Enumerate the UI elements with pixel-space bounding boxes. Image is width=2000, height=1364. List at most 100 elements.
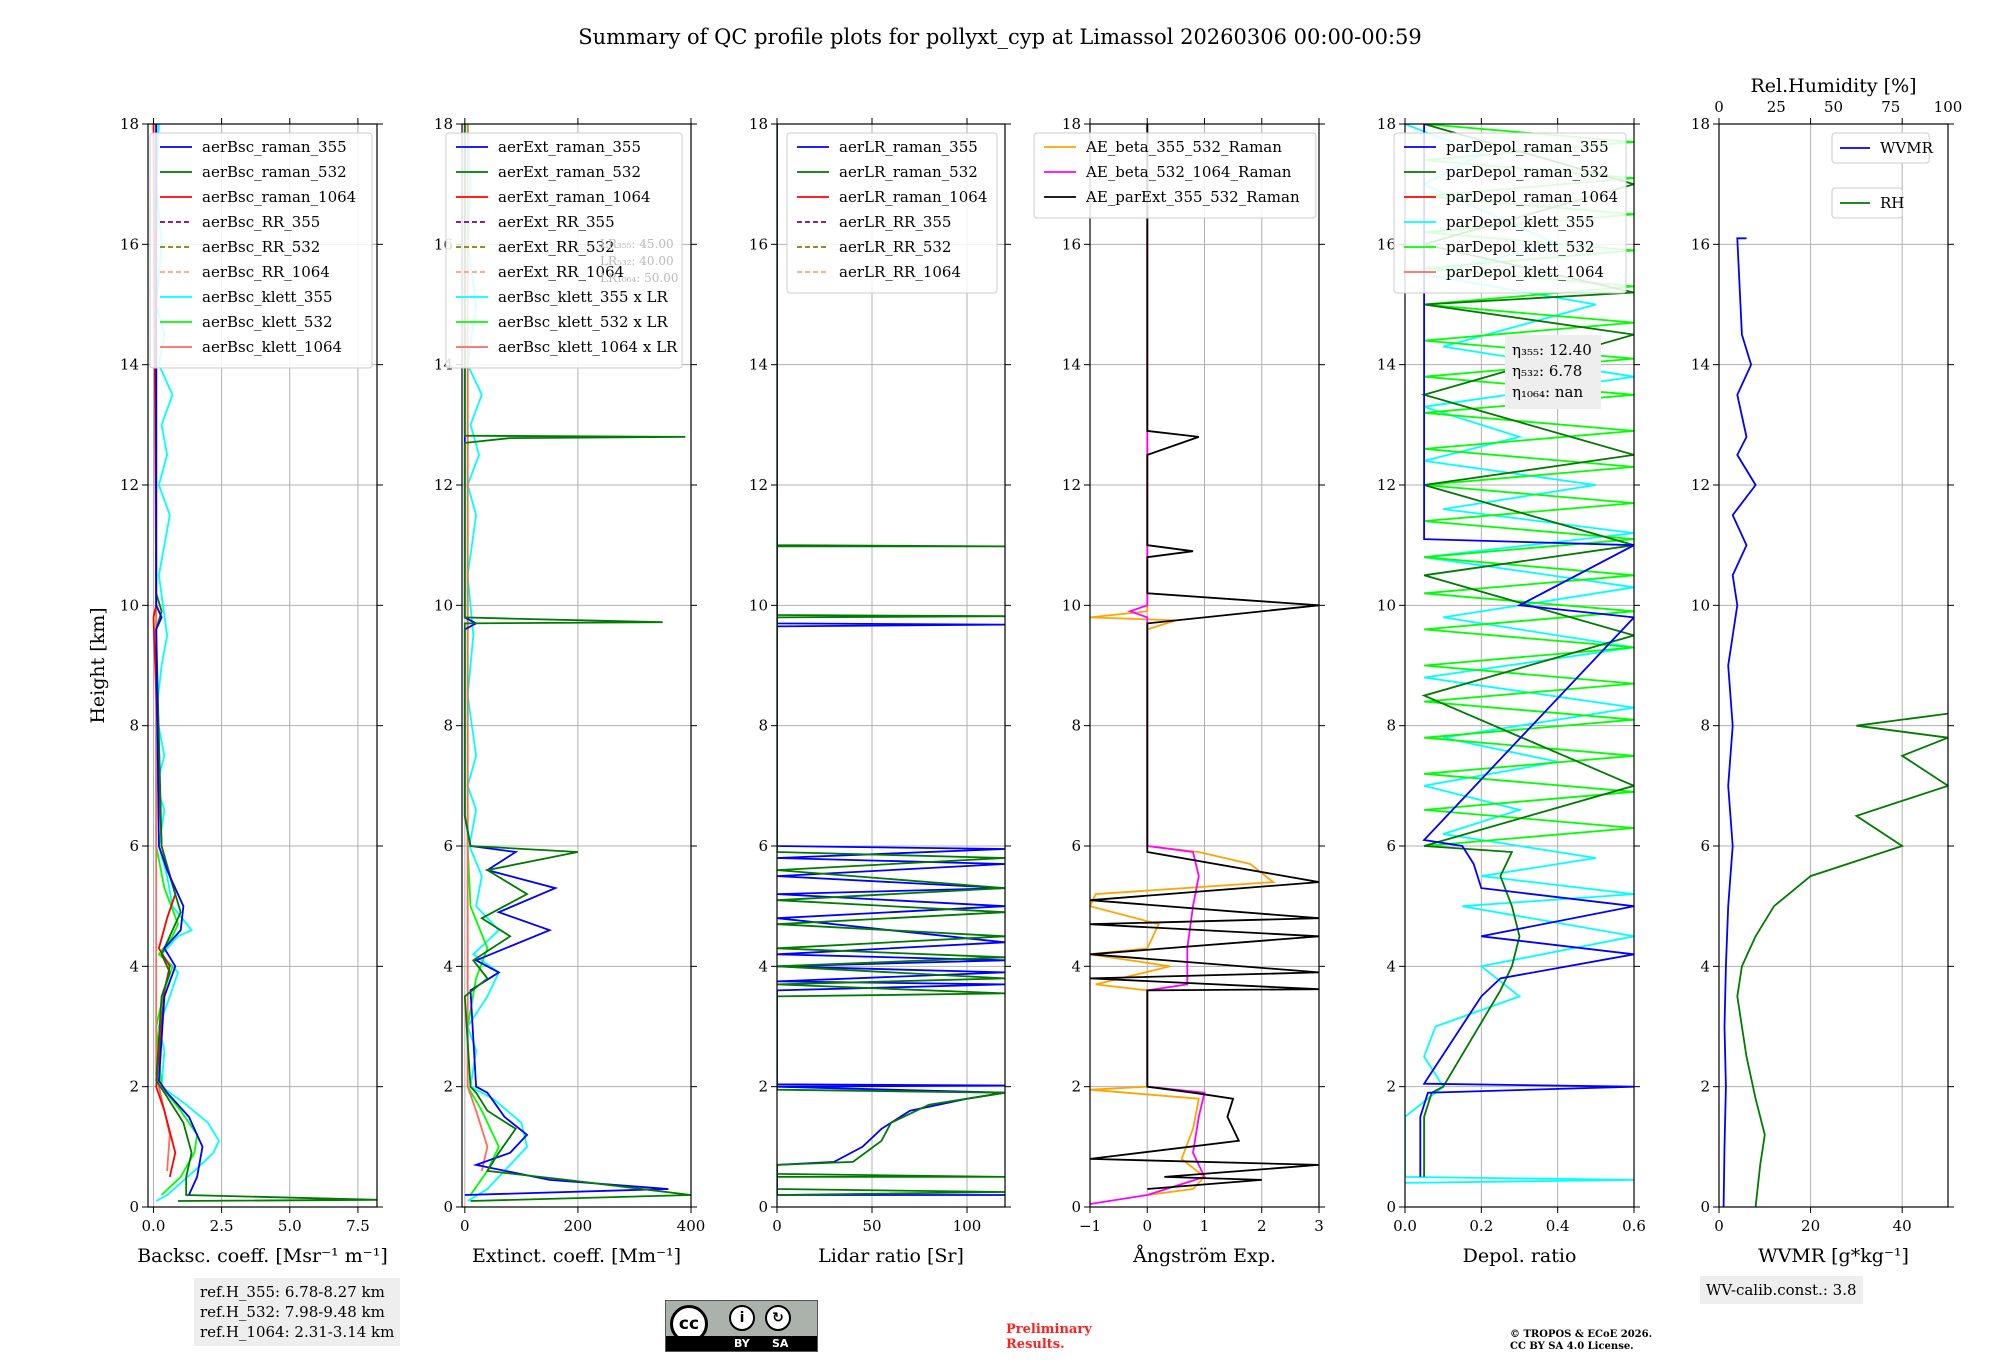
y-tick-label: 10 (434, 596, 453, 614)
series-WVMR (1722, 237, 1757, 1207)
y-tick-label: 2 (758, 1078, 768, 1096)
legend-label: aerLR_RR_1064 (839, 263, 961, 281)
attribution-icon: i (729, 1305, 755, 1331)
legend-label: aerLR_RR_355 (839, 213, 951, 231)
y-tick-label: 10 (120, 596, 139, 614)
y-tick-label: 12 (120, 476, 139, 494)
top-tick-label: 25 (1767, 98, 1786, 116)
series-aerBsc_klett_355 (155, 124, 220, 1202)
x-axis-label: Depol. ratio (1463, 1245, 1577, 1267)
legend-box (786, 132, 998, 294)
y-tick-label: 6 (1071, 837, 1081, 855)
x-tick-label: 2.5 (210, 1217, 234, 1235)
series-aerBsc_klett_1064 x LR (466, 124, 489, 1172)
legend-label: aerBsc_klett_1064 (202, 338, 342, 356)
eta-box (1505, 335, 1601, 409)
y-tick-label: 18 (120, 115, 139, 133)
y-tick-label: 0 (443, 1198, 453, 1216)
legend-label: parDepol_raman_1064 (1446, 188, 1618, 206)
y-tick-label: 18 (434, 115, 453, 133)
y-tick-label: 16 (120, 235, 139, 253)
eta-text: η₃₅₅: 12.40 (1512, 341, 1592, 359)
y-tick-label: 2 (443, 1078, 453, 1096)
y-tick-label: 14 (1377, 356, 1396, 374)
y-tick-label: 14 (749, 356, 768, 374)
y-axis-label: Height [km] (87, 607, 109, 723)
axes-frame (147, 123, 378, 1208)
y-tick-label: 16 (1691, 235, 1710, 253)
series-aerLR_raman_355 (777, 124, 1005, 1196)
lr-note: LR₃₅₅: 45.00 (600, 237, 674, 251)
series-group (777, 124, 1005, 1196)
legend-box (1033, 132, 1317, 219)
legend-label: AE_beta_355_532_Raman (1085, 138, 1282, 156)
series-aerBsc_raman_1064 (152, 124, 177, 1178)
y-tick-label: 12 (749, 476, 768, 494)
lr-note: LR₅₃₂: 40.00 (600, 254, 674, 268)
legend-label: AE_beta_532_1064_Raman (1085, 163, 1292, 181)
top-tick-label: 50 (1824, 98, 1843, 116)
x-tick-label: 0 (460, 1217, 470, 1235)
legend-label: aerBsc_klett_532 (202, 313, 333, 331)
x-tick-label: 0 (1714, 1217, 1724, 1235)
legend-label: aerExt_RR_532 (498, 238, 615, 256)
legend-label: aerBsc_klett_355 (202, 288, 333, 306)
axes-frame (1404, 123, 1635, 1208)
axes-frame (461, 123, 692, 1208)
y-tick-label: 16 (1062, 235, 1081, 253)
panel-bsc: 0.0 2.5 5.0 7.5 0 2 4 6 8 10 12 14 16 18 Backsc. coeff… (87, 115, 388, 1267)
legend-label: aerExt_RR_1064 (498, 263, 624, 281)
x-tick-label: 0.2 (1469, 1217, 1493, 1235)
y-tick-label: 4 (1700, 957, 1710, 975)
x-tick-label: 0 (1142, 1217, 1152, 1235)
y-tick-label: 8 (1071, 717, 1081, 735)
legend-label: aerLR_raman_1064 (839, 188, 987, 206)
y-tick-label: 8 (1700, 717, 1710, 735)
series-AE_beta_355_532_Raman (1090, 124, 1276, 1196)
legend-label: parDepol_klett_355 (1446, 213, 1595, 231)
y-tick-label: 2 (129, 1078, 139, 1096)
panel-depol: 0.0 0.2 0.4 0.6 0 2 4 6 8 10 12 14 16 18 Depol. ratio p… (1377, 115, 1646, 1267)
legend-label: aerBsc_RR_1064 (202, 263, 330, 281)
x-tick-label: 7.5 (346, 1217, 370, 1235)
x-axis-label: Ångström Exp. (1132, 1245, 1276, 1267)
legend-label: aerExt_raman_355 (498, 138, 641, 156)
x-axis-label: Lidar ratio [Sr] (818, 1245, 964, 1267)
series-AE_beta_532_1064_Raman (1090, 124, 1206, 1205)
legend-label: parDepol_klett_1064 (1446, 263, 1604, 281)
x-tick-label: 20 (1801, 1217, 1820, 1235)
refh-355: ref.H_355: 6.78-8.27 km (200, 1283, 385, 1301)
axes-frame (776, 123, 1006, 1208)
series-parDepol_raman_355 (1419, 124, 1634, 1177)
y-tick-label: 6 (1386, 837, 1396, 855)
y-tick-label: 10 (1377, 596, 1396, 614)
y-tick-label: 10 (1691, 596, 1710, 614)
y-tick-label: 8 (443, 717, 453, 735)
series-AE_parExt_355_532_Raman (1090, 124, 1319, 1190)
x-tick-label: 1 (1200, 1217, 1210, 1235)
legend-box (1831, 132, 1930, 164)
x-tick-label: 0.4 (1546, 1217, 1570, 1235)
cc-license-badge[interactable]: cc i ↻ BY SA (665, 1300, 818, 1352)
copyright-note: © TROPOS & ECoE 2026. CC BY SA 4.0 Licen… (1510, 1329, 1652, 1353)
legend-label: aerBsc_raman_532 (202, 163, 347, 181)
x-tick-label: 40 (1893, 1217, 1912, 1235)
share-alike-icon: ↻ (765, 1305, 791, 1331)
y-tick-label: 18 (749, 115, 768, 133)
top-tick-label: 100 (1934, 98, 1963, 116)
y-tick-label: 16 (1377, 235, 1396, 253)
y-tick-label: 10 (749, 596, 768, 614)
y-tick-label: 2 (1071, 1078, 1081, 1096)
preliminary-note: Preliminary Results. (1006, 1322, 1092, 1352)
x-tick-label: 50 (862, 1217, 881, 1235)
x-tick-label: 0.0 (142, 1217, 166, 1235)
wv-calib-text: WV-calib.const.: 3.8 (1706, 1281, 1857, 1299)
y-tick-label: 18 (1377, 115, 1396, 133)
y-tick-label: 6 (758, 837, 768, 855)
y-tick-label: 0 (758, 1198, 768, 1216)
legend-label: parDepol_raman_355 (1446, 138, 1609, 156)
top-axis-label: Rel.Humidity [%] (1750, 75, 1916, 97)
x-tick-label: 5.0 (278, 1217, 302, 1235)
